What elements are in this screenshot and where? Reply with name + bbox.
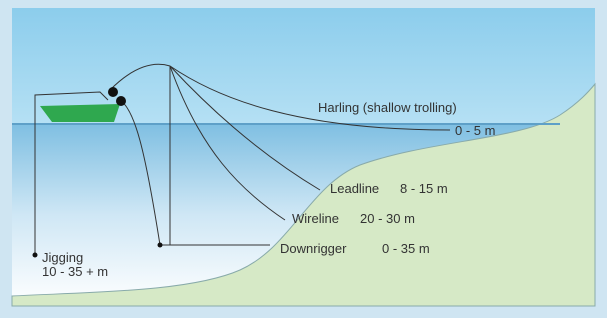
label: Leadline [330,181,379,196]
depth: 8 - 15 m [400,181,448,196]
rod-reel [116,96,126,106]
label: Harling (shallow trolling) [318,100,457,115]
depth: 0 - 35 m [382,241,430,256]
depth: 20 - 30 m [360,211,415,226]
boat [40,104,120,122]
depth: 0 - 5 m [455,123,495,138]
depth: 10 - 35 + m [42,264,108,279]
jig-weight [33,253,38,258]
downrigger-weight [158,243,163,248]
label: Jigging [42,250,83,265]
label: Downrigger [280,241,347,256]
rod-reel [108,87,118,97]
label: Wireline [292,211,339,226]
fishing-diagram: Harling (shallow trolling) 0 - 5 m Leadl… [0,0,607,318]
